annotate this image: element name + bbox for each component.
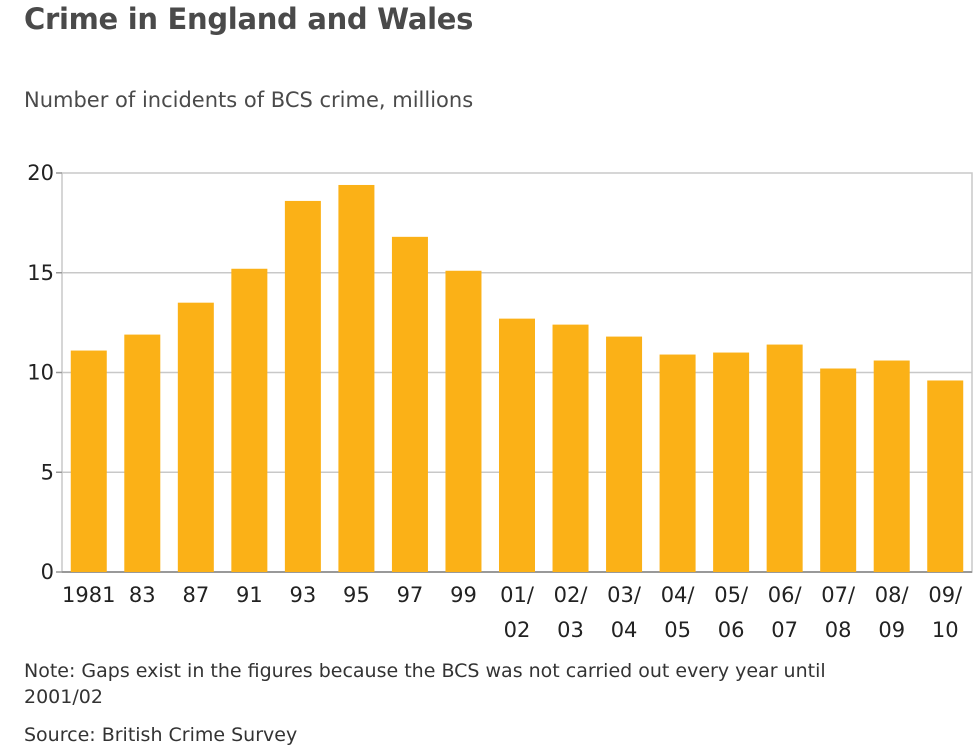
x-tick-label: 06/ <box>768 583 803 607</box>
bar-05-06 <box>713 352 750 572</box>
y-tick-label: 20 <box>27 161 54 185</box>
bar-06-07 <box>766 344 803 572</box>
bar-93 <box>284 200 321 572</box>
bar-08-09 <box>873 360 910 572</box>
x-tick-label: 06 <box>718 618 745 642</box>
x-tick-label: 10 <box>932 618 959 642</box>
x-tick-label: 87 <box>182 583 209 607</box>
x-tick-label: 09 <box>878 618 905 642</box>
x-tick-label: 83 <box>129 583 156 607</box>
x-tick-label: 93 <box>290 583 317 607</box>
y-tick-label: 15 <box>27 261 54 285</box>
x-tick-label: 1981 <box>62 583 115 607</box>
x-tick-label: 08 <box>825 618 852 642</box>
x-tick-label: 08/ <box>875 583 910 607</box>
x-tick-label: 04/ <box>661 583 696 607</box>
bar-01-02 <box>499 318 535 572</box>
bar-97 <box>391 236 428 572</box>
bar-1981 <box>70 350 107 572</box>
x-tick-label: 09/ <box>928 583 963 607</box>
chart-title: Crime in England and Wales <box>24 2 474 36</box>
y-tick-label: 10 <box>27 361 54 385</box>
chart-subtitle: Number of incidents of BCS crime, millio… <box>24 88 474 112</box>
bar-91 <box>231 268 268 572</box>
x-tick-label: 91 <box>236 583 263 607</box>
x-tick-label: 05/ <box>714 583 749 607</box>
x-tick-label: 03 <box>557 618 584 642</box>
x-tick-label: 07 <box>771 618 798 642</box>
x-tick-label: 05 <box>664 618 691 642</box>
x-tick-label: 95 <box>343 583 370 607</box>
bar-83 <box>124 334 161 572</box>
bar-95 <box>338 184 375 572</box>
x-tick-label: 07/ <box>821 583 856 607</box>
bars <box>70 184 964 572</box>
x-tick-label: 02 <box>504 618 531 642</box>
x-tick-label: 03/ <box>607 583 642 607</box>
bar-99 <box>445 270 482 572</box>
x-tick-label: 01/ <box>500 583 535 607</box>
y-tick-label: 0 <box>41 560 54 584</box>
bar-09-10 <box>927 380 964 572</box>
bar-04-05 <box>659 354 696 572</box>
y-tick-label: 5 <box>41 460 54 484</box>
bar-07-08 <box>820 368 857 572</box>
x-tick-label: 99 <box>450 583 477 607</box>
x-tick-label: 97 <box>397 583 424 607</box>
x-axis-ticks: 1981 83 87 91 93 95 97 99 01/02 02/03 03/04 04/05 05… <box>62 583 963 642</box>
x-tick-label: 02/ <box>554 583 589 607</box>
chart-source: Source: British Crime Survey <box>24 724 298 746</box>
bar-03-04 <box>606 336 643 572</box>
bar-87 <box>177 302 214 572</box>
x-tick-label: 04 <box>611 618 638 642</box>
chart-note: Note: Gaps exist in the figures because … <box>24 660 826 708</box>
bar-02-03 <box>552 324 589 572</box>
y-axis-ticks: 0 5 10 15 20 <box>27 161 54 584</box>
